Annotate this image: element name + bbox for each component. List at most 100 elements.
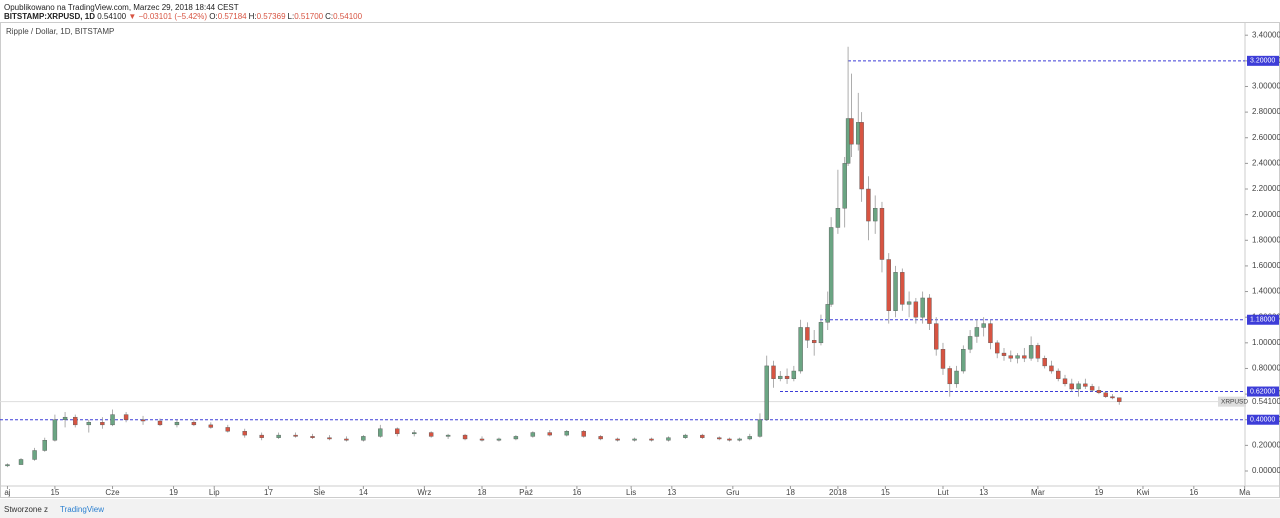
candle-body	[327, 437, 332, 440]
candle-body	[496, 438, 502, 441]
candle-body	[73, 416, 78, 426]
y-tick-label: 2.80000	[1252, 107, 1280, 116]
candle-body	[866, 188, 871, 222]
candle-body	[961, 349, 966, 372]
candle-body	[988, 323, 993, 344]
published: Opublikowano na TradingView.com, Marzec …	[4, 3, 239, 12]
candle-body	[954, 370, 959, 385]
candle-body	[242, 431, 247, 436]
x-tick-label: Kwi	[1137, 488, 1150, 497]
candle-body	[879, 208, 885, 260]
candle-body	[564, 431, 569, 436]
candle-body	[157, 420, 163, 426]
candle-body	[462, 434, 468, 440]
x-tick-label: 16	[1189, 488, 1198, 497]
y-tick-label: 1.40000	[1252, 287, 1280, 296]
candle-body	[995, 342, 1000, 354]
y-tick-label: 1.80000	[1252, 235, 1280, 244]
x-tick-label: aj	[4, 488, 10, 497]
x-tick-label: 2018	[829, 488, 847, 497]
y-tick-label: 0.80000	[1252, 364, 1280, 373]
candle-body	[42, 440, 47, 451]
last-price-name: XRPUSD	[1221, 398, 1248, 405]
x-tick-label: Sie	[314, 488, 326, 497]
candle-body	[717, 437, 722, 440]
x-tick-label: 13	[979, 488, 988, 497]
change: ▼ −0.03101 (−5.42%)	[128, 12, 207, 21]
y-tick-label: 2.00000	[1252, 210, 1280, 219]
x-tick-label: 13	[667, 488, 676, 497]
y-tick-label: 0.00000	[1252, 466, 1280, 475]
candle-body	[1015, 355, 1020, 359]
candle-body	[893, 272, 898, 311]
candle-body	[123, 414, 129, 420]
candle-body	[913, 301, 919, 318]
candle-body	[5, 464, 10, 467]
last-price-name-box	[1218, 396, 1246, 407]
candle-body	[395, 428, 400, 435]
candle-body	[479, 438, 485, 441]
candle-body	[259, 434, 264, 438]
candle-body	[344, 438, 349, 441]
x-tick-label: 19	[169, 488, 178, 497]
ohlc-value: 0.51700	[294, 12, 324, 21]
ohlc-label: C:	[325, 12, 334, 21]
candle-body	[981, 323, 986, 328]
ohlc-label: H:	[248, 12, 257, 21]
candle-body	[666, 437, 671, 441]
brand-link[interactable]: TradingView	[60, 505, 105, 514]
x-tick-label: 18	[786, 488, 795, 497]
candle-body	[886, 259, 891, 311]
candle-body	[513, 436, 519, 440]
x-tick-label: Lut	[937, 488, 949, 497]
footer: Stworzone z TradingView	[0, 499, 1280, 518]
chart-title: Ripple / Dollar, 1D, BITSTAMP	[6, 27, 114, 36]
candle-body	[62, 416, 68, 420]
candle-body	[1001, 352, 1007, 356]
candle-body	[700, 434, 705, 438]
candle-body	[1049, 365, 1054, 372]
x-tick-label: 16	[572, 488, 581, 497]
candle-body	[649, 438, 654, 441]
candle-body	[835, 208, 841, 228]
candle-body	[1042, 358, 1047, 367]
candle-body	[920, 297, 925, 318]
candle-body	[581, 431, 586, 437]
candle-body	[1028, 345, 1034, 359]
candle-body	[191, 422, 197, 426]
candle-body	[445, 434, 451, 437]
candle-body	[828, 227, 834, 305]
x-tick-label: 15	[881, 488, 890, 497]
candle-body	[378, 428, 383, 437]
candle-body	[428, 432, 434, 437]
candle-body	[811, 340, 817, 344]
x-tick-label: Lip	[209, 488, 220, 497]
candle-body	[1035, 345, 1041, 359]
level-label-box	[1247, 314, 1279, 325]
candle-body	[1062, 378, 1068, 385]
y-tick-label: 3.00000	[1252, 82, 1280, 91]
candle-body	[747, 436, 752, 440]
candle-body	[293, 434, 298, 437]
x-tick-label: Paź	[519, 488, 533, 497]
candle-body	[947, 368, 952, 385]
candle-body	[940, 349, 946, 369]
candle-body	[906, 301, 912, 305]
level-label: 0.62000	[1250, 388, 1275, 395]
chart: Ripple / Dollar, 1D, BITSTAMP 0.00000 0.2…	[0, 22, 1280, 498]
candle-body	[778, 375, 783, 379]
candle-body	[934, 323, 939, 350]
x-tick-label: Ma	[1239, 488, 1251, 497]
candle-body	[1096, 390, 1102, 394]
candle-body	[615, 438, 620, 441]
x-tick-label: 19	[1094, 488, 1103, 497]
level-label-box	[1247, 386, 1279, 397]
candle-body	[859, 122, 864, 190]
x-tick-label: 18	[478, 488, 487, 497]
candle-body	[598, 436, 603, 440]
candle-body	[110, 414, 115, 426]
y-tick-label: 1.60000	[1252, 261, 1280, 270]
candle-body	[530, 432, 536, 437]
candle-body	[1110, 396, 1115, 399]
x-tick-label: Mar	[1031, 488, 1045, 497]
